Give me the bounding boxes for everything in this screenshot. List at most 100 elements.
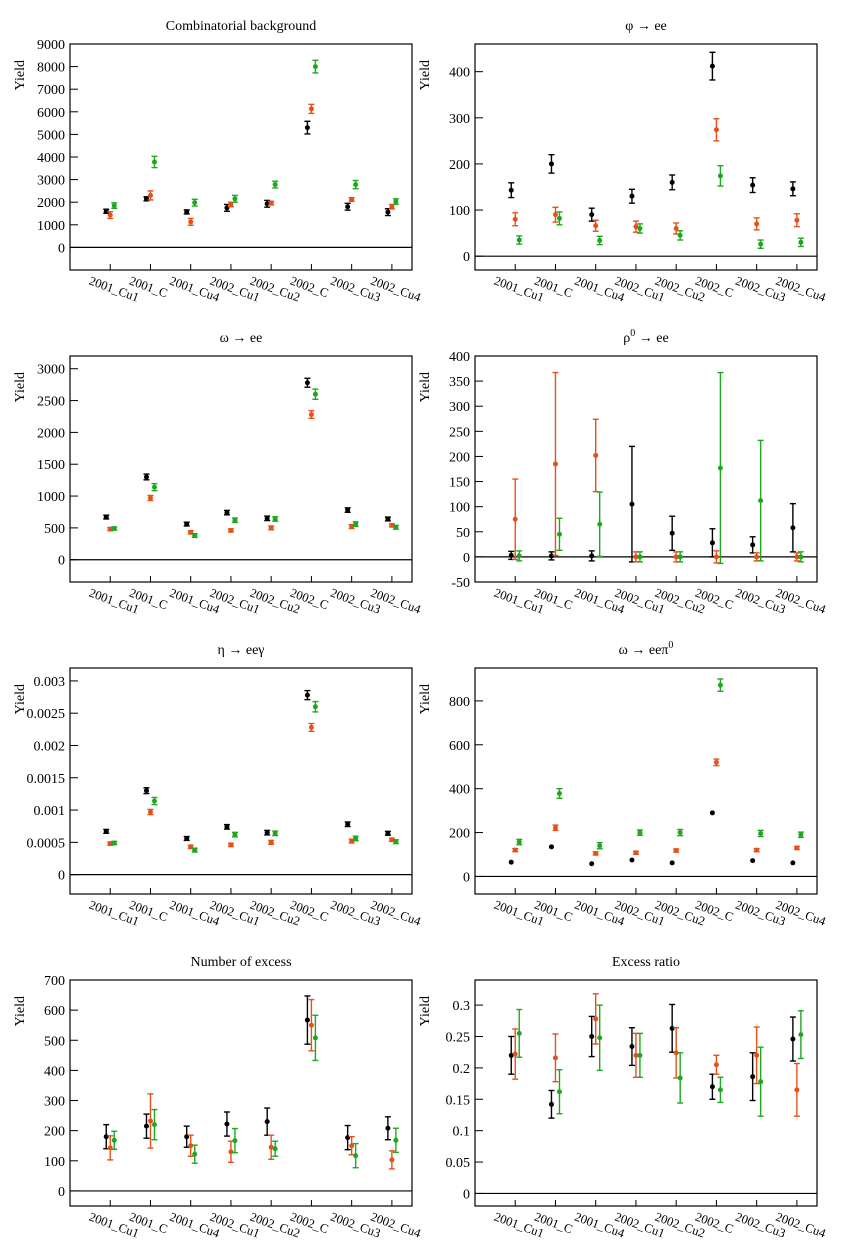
y-tick-label: 100 <box>44 1155 65 1170</box>
y-tick-label: 0.15 <box>446 1093 471 1108</box>
y-tick-label: 600 <box>449 739 470 754</box>
data-point <box>143 474 149 480</box>
plot-frame <box>474 667 818 895</box>
data-point <box>794 1087 800 1093</box>
data-point <box>754 221 760 227</box>
data-point <box>633 850 639 856</box>
data-point <box>353 182 359 188</box>
y-tick-label: 8000 <box>37 61 65 76</box>
data-point <box>556 1089 562 1095</box>
data-point <box>589 553 595 559</box>
y-tick-label: 500 <box>44 1034 65 1049</box>
y-tick-label: -50 <box>451 576 470 591</box>
y-tick-label: 0.001 <box>34 804 66 819</box>
y-axis-label: Yield <box>418 60 433 90</box>
data-point <box>264 1119 270 1125</box>
data-point <box>798 1032 804 1038</box>
data-point <box>758 241 764 247</box>
y-tick-label: 0.0015 <box>27 772 66 787</box>
data-point <box>754 1052 760 1058</box>
plot-frame <box>69 355 413 583</box>
y-tick-label: 400 <box>449 66 470 81</box>
data-point <box>589 861 595 867</box>
data-point <box>633 554 639 560</box>
data-point <box>345 507 351 513</box>
y-tick-label: 600 <box>44 1004 65 1019</box>
data-point <box>597 237 603 243</box>
data-point <box>516 839 522 845</box>
data-point <box>393 199 399 205</box>
plot-frame <box>474 43 818 271</box>
data-point <box>552 1055 558 1061</box>
data-point <box>393 839 399 845</box>
data-point <box>385 209 391 215</box>
data-point <box>111 203 117 209</box>
chart-title: ω → eeπ0 <box>619 640 674 658</box>
data-point <box>192 200 198 206</box>
data-point <box>228 842 234 848</box>
data-point <box>111 1137 117 1143</box>
y-tick-label: 200 <box>449 827 470 842</box>
data-point <box>754 554 760 560</box>
data-point <box>633 1052 639 1058</box>
data-point <box>548 844 554 850</box>
y-tick-label: 0 <box>58 241 65 256</box>
data-point <box>232 196 238 202</box>
data-point <box>224 824 230 830</box>
chart-title: Combinatorial background <box>166 19 316 34</box>
y-tick-label: 0.003 <box>34 675 66 690</box>
data-point <box>677 232 683 238</box>
data-point <box>349 196 355 202</box>
data-point <box>629 1044 635 1050</box>
y-tick-label: 800 <box>449 695 470 710</box>
data-point <box>272 1146 278 1152</box>
data-point <box>669 530 675 536</box>
chart-panel-6: ω → eeπ00200400600800Yield2001_Cu12001_C… <box>418 640 828 929</box>
y-tick-label: 0.0005 <box>27 836 66 851</box>
data-point <box>312 391 318 397</box>
data-point <box>593 223 599 229</box>
data-point <box>508 1052 514 1058</box>
chart-title: Number of excess <box>190 955 291 970</box>
y-tick-label: 0.25 <box>446 1031 471 1046</box>
data-point <box>151 484 157 490</box>
y-tick-label: 0.3 <box>453 999 471 1014</box>
y-tick-label: 2000 <box>37 426 65 441</box>
chart-panel-2: φ → ee0100200300400Yield2001_Cu12001_C20… <box>418 19 828 305</box>
data-point <box>147 192 153 198</box>
data-point <box>312 704 318 710</box>
data-point <box>637 830 643 836</box>
data-point <box>304 1017 310 1023</box>
data-point <box>512 216 518 222</box>
data-point <box>312 64 318 70</box>
y-tick-label: 400 <box>449 783 470 798</box>
data-point <box>750 542 756 548</box>
y-tick-label: 0 <box>463 250 470 265</box>
y-axis-label: Yield <box>418 684 433 714</box>
chart-title: ω → ee <box>220 331 263 346</box>
y-axis-label: Yield <box>13 684 28 714</box>
data-point <box>385 516 391 522</box>
data-point <box>353 521 359 527</box>
data-point <box>552 825 558 831</box>
data-point <box>512 847 518 853</box>
chart-panel-8: Excess ratio00.050.10.150.20.250.3Yield2… <box>418 955 828 1241</box>
y-tick-label: 0 <box>463 1187 470 1202</box>
data-point <box>677 830 683 836</box>
data-point <box>103 208 109 214</box>
y-tick-label: 1000 <box>37 219 65 234</box>
data-point <box>629 501 635 507</box>
data-point <box>228 201 234 207</box>
data-point <box>677 554 683 560</box>
data-point <box>192 533 198 539</box>
y-tick-label: 0.002 <box>34 739 66 754</box>
y-tick-label: 400 <box>44 1064 65 1079</box>
data-point <box>709 540 715 546</box>
data-point <box>268 839 274 845</box>
data-point <box>143 788 149 794</box>
data-point <box>508 187 514 193</box>
y-tick-label: 50 <box>456 526 470 541</box>
data-point <box>673 1050 679 1056</box>
chart-title: ρ0 → ee <box>623 328 668 346</box>
